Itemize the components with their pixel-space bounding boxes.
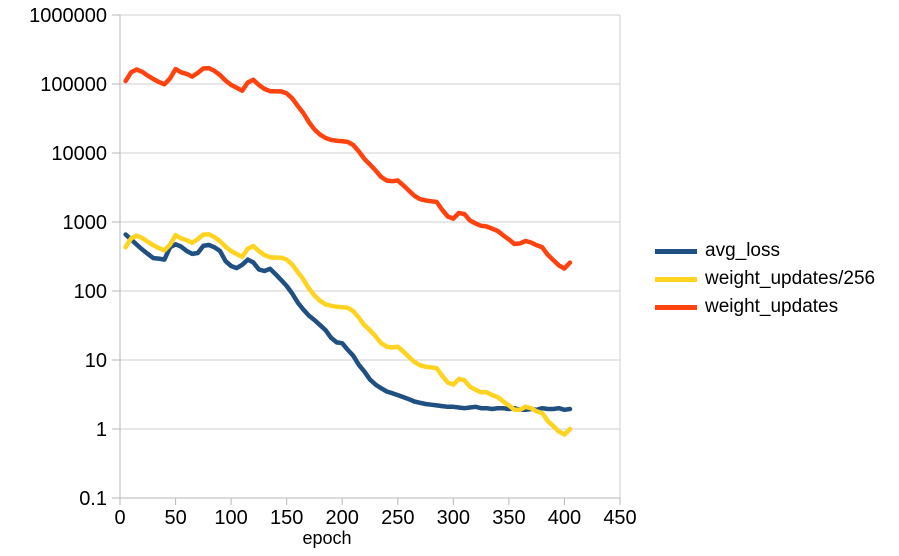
y-tick-label: 1000000 [29,5,107,27]
y-tick-label: 100000 [40,74,107,96]
series-line-1 [123,232,573,437]
y-tick-label: 10000 [51,143,107,165]
legend-swatch-weight-updates [655,304,697,310]
x-axis-title: epoch [302,528,352,548]
legend-label-weight-updates: weight_updates [705,296,839,317]
x-tick-label: 250 [381,507,414,529]
legend-label-weight-updates-256: weight_updates/256 [705,268,876,289]
x-tick-label: 50 [164,507,186,529]
x-tick-label: 350 [492,507,525,529]
legend-label-avg-loss: avg_loss [705,240,780,261]
x-tick-label: 100 [214,507,247,529]
x-tick-label: 150 [270,507,303,529]
legend-swatch-avg-loss [655,248,697,254]
legend: avg_loss weight_updates/256 weight_updat… [655,237,875,321]
y-tick-label: 1 [96,419,107,441]
x-tick-label: 0 [114,507,125,529]
legend-item-weight-updates: weight_updates [655,293,875,321]
y-tick-label: 100 [74,281,107,303]
y-tick-label: 0.1 [79,488,107,510]
y-tick-label: 1000 [63,212,108,234]
x-tick-label: 400 [548,507,581,529]
legend-swatch-weight-updates-256 [655,276,697,282]
x-tick-label: 200 [326,507,359,529]
legend-item-avg-loss: avg_loss [655,237,875,265]
series-line-0 [123,232,573,413]
y-tick-label: 10 [85,350,107,372]
legend-item-weight-updates-256: weight_updates/256 [655,265,875,293]
x-tick-label: 300 [437,507,470,529]
series-line-2 [123,65,573,271]
x-tick-label: 450 [603,507,636,529]
